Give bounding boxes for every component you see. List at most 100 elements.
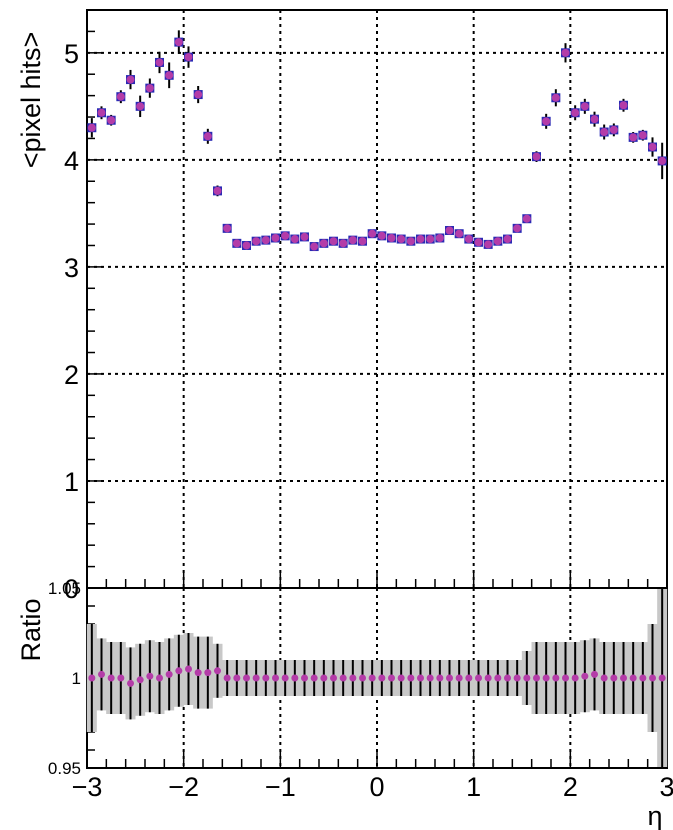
top-data-point — [416, 235, 425, 244]
ratio-data-point — [281, 674, 289, 682]
top-data-point — [590, 115, 599, 124]
top-data-point — [203, 132, 212, 141]
top-data-point — [348, 236, 357, 245]
top-data-point — [503, 235, 512, 244]
ratio-data-point — [610, 674, 618, 682]
ratio-data-point — [484, 674, 492, 682]
top-data-point — [232, 239, 241, 248]
ratio-data-point — [639, 674, 647, 682]
ratio-data-point — [455, 674, 463, 682]
top-data-point — [339, 239, 348, 248]
ratio-data-point — [233, 674, 241, 682]
top-y-tick-label: 1 — [64, 467, 79, 497]
top-axis-ticks: 0 1 2 3 4 5 — [64, 9, 668, 604]
top-data-point — [319, 239, 328, 248]
ratio-data-point — [136, 676, 144, 684]
ratio-data-point — [330, 674, 337, 682]
ratio-data-point — [146, 672, 154, 680]
ratio-data-point — [552, 674, 560, 682]
ratio-data-point — [223, 674, 231, 682]
top-data-point — [580, 102, 589, 111]
x-tick-label: −3 — [72, 772, 103, 802]
ratio-data-point — [542, 674, 550, 682]
ratio-y-tick-label: 0.95 — [48, 759, 81, 778]
top-data-point — [455, 229, 464, 238]
ratio-y-tick-label: 1.05 — [48, 579, 81, 598]
ratio-data-point — [620, 674, 627, 682]
ratio-data-point — [581, 672, 589, 680]
ratio-data-point — [117, 674, 125, 682]
top-data-point — [532, 152, 541, 161]
top-data-point — [107, 116, 116, 125]
top-data-point — [484, 240, 493, 249]
top-data-point — [271, 233, 280, 242]
ratio-data-point — [591, 670, 598, 678]
top-data-point — [648, 143, 657, 152]
top-data-point — [300, 232, 309, 241]
top-data-point — [609, 125, 618, 134]
ratio-data-point — [339, 674, 347, 682]
ratio-data-point — [523, 674, 531, 682]
top-data-point — [397, 235, 406, 244]
top-data-point — [184, 53, 193, 62]
ratio-data-point — [504, 674, 511, 682]
ratio-data-point — [301, 674, 308, 682]
ratio-data-point — [629, 674, 637, 682]
top-data-point — [329, 237, 338, 246]
ratio-data-point — [107, 674, 115, 682]
ratio-data-point — [368, 674, 376, 682]
x-tick-label: 3 — [659, 772, 673, 802]
ratio-data-point — [272, 674, 279, 682]
ratio-data-point — [571, 674, 579, 682]
top-data-point — [310, 242, 319, 251]
ratio-data-point — [349, 674, 357, 682]
ratio-data-point — [204, 669, 212, 677]
ratio-data-point — [465, 674, 473, 682]
top-data-point — [387, 233, 396, 242]
ratio-axis-ticks: 0.95 1 1.05 — [48, 579, 668, 778]
ratio-data-point — [214, 667, 221, 675]
ratio-data-points — [86, 589, 668, 767]
ratio-data-point — [194, 669, 202, 677]
ratio-data-point — [291, 674, 299, 682]
top-data-point — [406, 237, 415, 246]
top-data-point — [126, 75, 135, 84]
top-data-point — [194, 90, 203, 99]
top-data-point — [638, 131, 647, 140]
top-data-point — [600, 128, 609, 137]
x-tick-labels: −3 −2 −1 0 1 2 3 — [72, 772, 673, 802]
ratio-data-point — [185, 665, 192, 673]
top-data-point — [97, 108, 106, 117]
ratio-data-point — [475, 674, 482, 682]
ratio-data-point — [88, 674, 96, 682]
top-data-point — [174, 38, 183, 47]
ratio-data-point — [513, 674, 521, 682]
top-y-axis-label: <pixel hits> — [16, 32, 46, 169]
ratio-data-point — [320, 674, 328, 682]
ratio-panel: 0.95 1 1.05 Ratio — [16, 579, 668, 778]
top-data-point — [474, 238, 483, 247]
ratio-y-tick-label: 1 — [72, 669, 81, 688]
x-tick-label: −2 — [168, 772, 199, 802]
ratio-data-point — [436, 674, 444, 682]
top-data-point — [551, 93, 560, 102]
top-data-point — [658, 156, 667, 165]
top-data-point — [358, 237, 367, 246]
top-y-tick-label: 0 — [64, 574, 79, 604]
ratio-data-point — [359, 674, 366, 682]
ratio-data-point — [658, 674, 666, 682]
top-data-point — [445, 226, 454, 235]
ratio-data-point — [397, 674, 405, 682]
ratio-data-point — [310, 674, 318, 682]
top-data-point — [261, 236, 270, 245]
top-data-point — [426, 235, 435, 244]
top-data-point — [619, 101, 628, 110]
ratio-data-point — [156, 674, 163, 682]
top-data-point — [213, 186, 222, 195]
top-data-points — [87, 30, 667, 252]
x-tick-label: 1 — [466, 772, 481, 802]
top-y-tick-label: 2 — [64, 360, 79, 390]
ratio-data-point — [533, 674, 540, 682]
ratio-data-point — [243, 674, 250, 682]
top-panel: 0 1 2 3 4 5 <pixel hits> — [16, 9, 668, 604]
